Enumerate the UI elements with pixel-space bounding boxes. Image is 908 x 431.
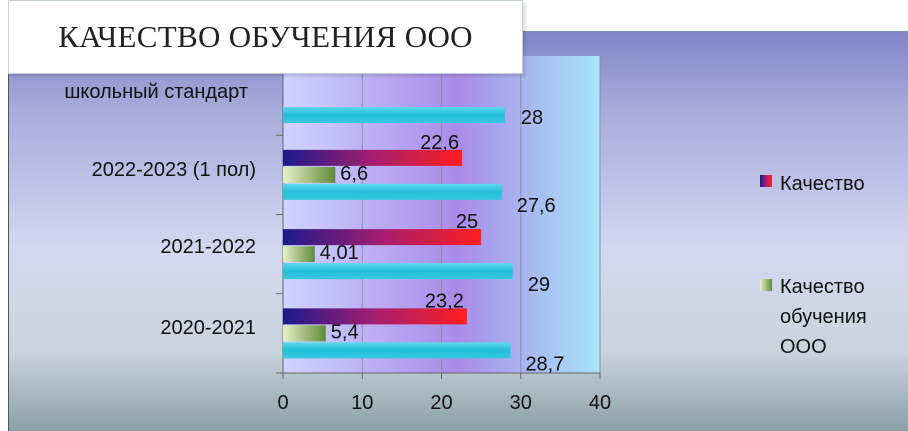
legend-label-quality-ooo: обучения [780,306,867,328]
data-label: 5,4 [331,321,359,343]
y-category-label: 2022-2023 (1 пол) [92,159,256,181]
x-tick-label: 30 [510,392,532,414]
data-label: 27,6 [517,195,556,217]
bar [283,183,502,200]
bar [283,325,326,342]
data-label: 22,6 [420,132,459,154]
legend-swatch-quality [760,175,772,187]
bar-layer [283,107,513,359]
chart-title: КАЧЕСТВО ОБУЧЕНИЯ ООО [58,19,473,54]
bar [283,308,467,325]
bar [283,149,463,166]
legend-label-quality-ooo: Качество [780,276,865,298]
legend-swatch-quality-ooo [760,279,772,291]
legend-label-quality: Качество [780,173,865,195]
bar [283,229,482,246]
bar [283,263,513,280]
data-label: 28 [521,107,543,129]
x-tick-label: 10 [351,392,373,414]
bar [283,166,336,183]
y-category-label: 2021-2022 [160,236,256,258]
bar [283,246,315,263]
legend-label-quality-ooo: ООО [780,336,827,358]
y-category-label: школьный стандарт [64,81,248,103]
data-label: 28,7 [525,353,564,375]
y-category-label: 2020-2021 [160,317,256,339]
chart-title-box: КАЧЕСТВО ОБУЧЕНИЯ ООО [8,0,523,74]
data-label: 6,6 [340,163,368,185]
x-tick-label: 0 [277,392,288,414]
data-label: 29 [528,274,550,296]
bar [283,107,505,123]
data-label: 25 [456,211,478,233]
legend: Качество Качество обучения ООО [760,173,867,358]
x-tick-label: 40 [589,392,611,414]
label-layer: 23,2 25 22,6 5,4 4,01 6,6 28,7 29 27,6 28 [320,107,565,375]
data-label: 4,01 [320,242,359,264]
bar [283,342,511,359]
data-label: 23,2 [425,290,464,312]
x-tick-label: 20 [430,392,452,414]
